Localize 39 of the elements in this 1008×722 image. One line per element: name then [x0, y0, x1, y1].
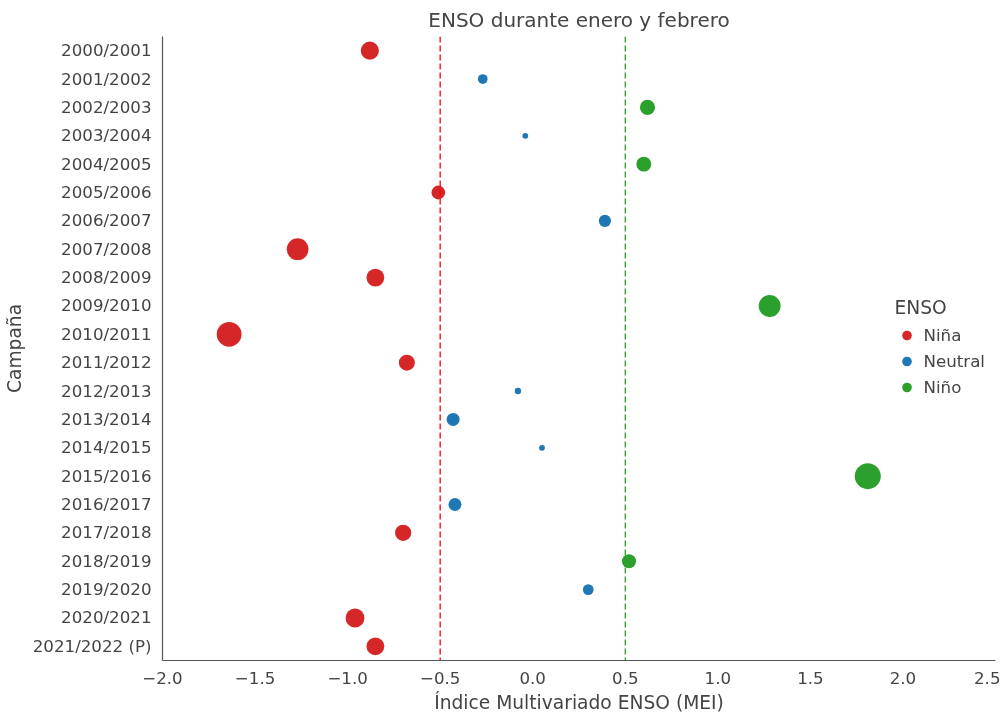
legend-label: Neutral	[923, 351, 985, 371]
y-tick-label: 2006/2007	[61, 211, 152, 231]
x-tick-label: 2.0	[889, 668, 917, 688]
y-tick-label: 2008/2009	[61, 268, 152, 288]
x-tick-label: −1.0	[327, 668, 368, 688]
x-tick-label: −2.0	[142, 668, 183, 688]
y-tick-label: 2015/2016	[61, 466, 152, 486]
y-tick-label: 2021/2022 (P)	[32, 636, 152, 656]
x-tick-label: −0.5	[419, 668, 461, 688]
y-tick-label: 2003/2004	[61, 126, 152, 146]
y-tick-label: 2000/2001	[61, 41, 152, 61]
x-axis-title: Índice Multivariado ENSO (MEI)	[434, 690, 724, 713]
legend-label: Niña	[923, 325, 962, 345]
y-tick-label: 2014/2015	[61, 438, 152, 458]
y-tick-label: 2012/2013	[61, 381, 152, 401]
x-tick-label: −1.5	[234, 668, 276, 688]
y-tick-label: 2007/2008	[61, 239, 152, 259]
x-tick-label: 1.5	[797, 668, 824, 688]
y-axis-title: Campaña	[3, 303, 25, 394]
chart-title: ENSO durante enero y febrero	[428, 7, 730, 32]
x-tick-label: 0.0	[519, 668, 546, 688]
y-tick-label: 2004/2005	[61, 154, 152, 174]
y-tick-label: 2009/2010	[61, 296, 152, 316]
x-tick-label: 0.5	[612, 668, 639, 688]
x-tick-label: 2.5	[974, 668, 1001, 688]
y-tick-label: 2016/2017	[61, 495, 152, 514]
y-tick-label: 2017/2018	[61, 523, 152, 543]
y-tick-label: 2001/2002	[61, 69, 152, 89]
y-tick-label: 2020/2021	[61, 608, 152, 628]
x-tick-label: 1.0	[704, 668, 732, 688]
y-tick-label: 2002/2003	[61, 97, 152, 117]
legend-title: ENSO	[894, 297, 948, 318]
y-tick-label: 2018/2019	[61, 551, 152, 571]
y-tick-label: 2010/2011	[61, 324, 152, 344]
y-tick-label: 2011/2012	[61, 353, 152, 373]
y-tick-label: 2005/2006	[61, 183, 152, 202]
y-tick-label: 2019/2020	[61, 580, 152, 600]
legend-label: Niño	[923, 377, 962, 397]
y-tick-label: 2013/2014	[61, 409, 152, 429]
